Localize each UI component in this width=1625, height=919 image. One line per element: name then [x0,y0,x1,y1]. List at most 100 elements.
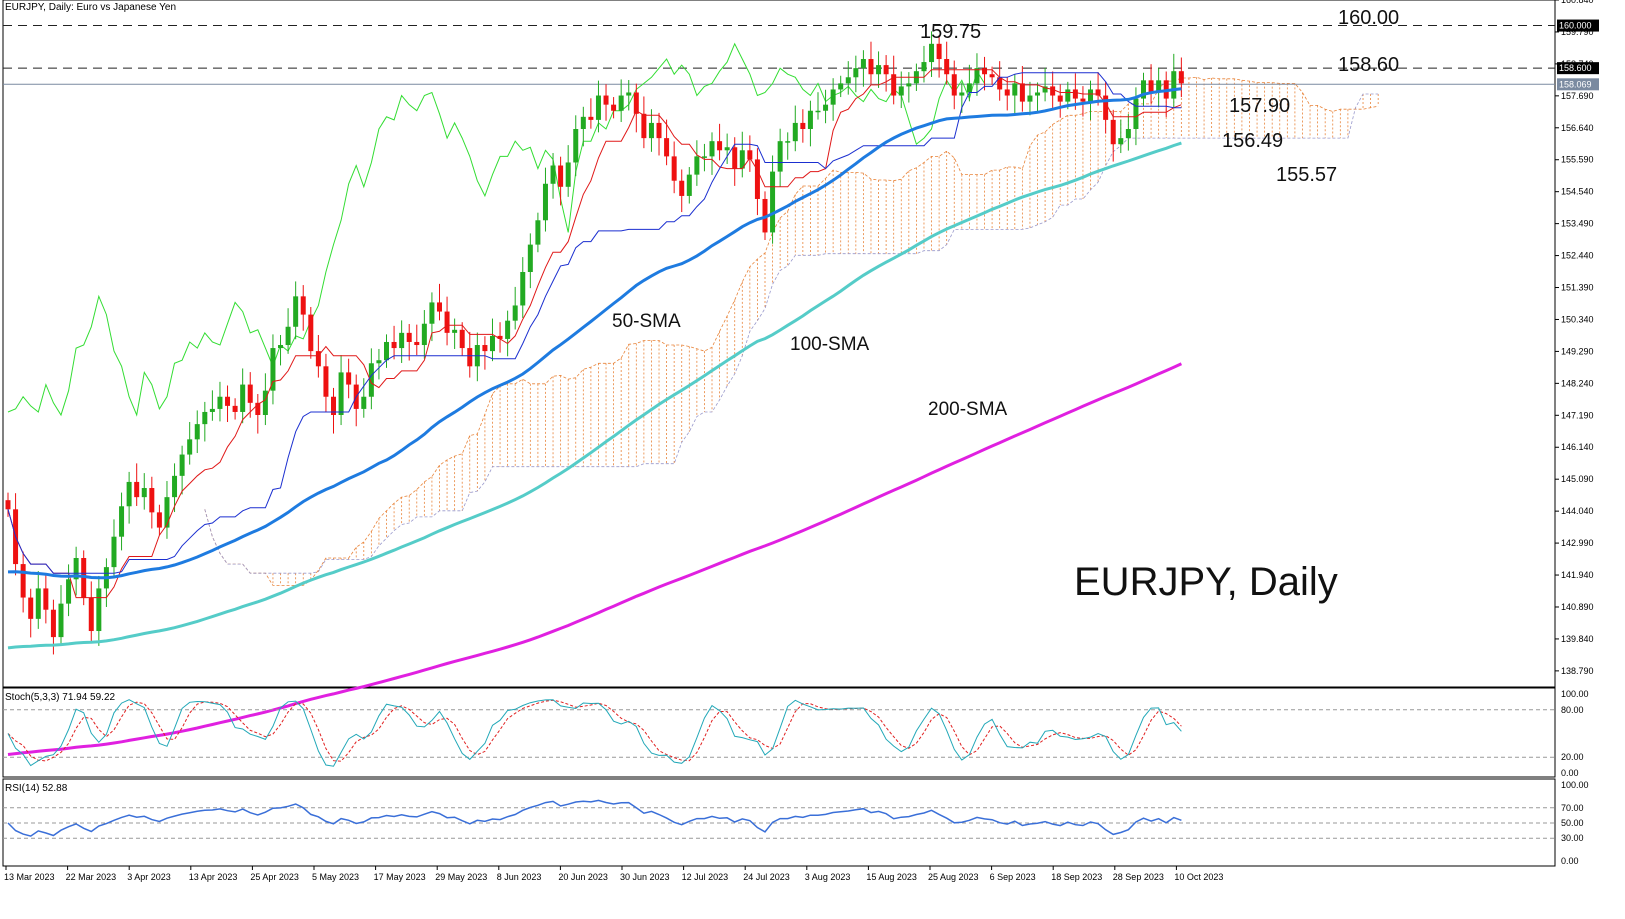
y-tick-label: 150.340 [1561,314,1594,324]
candle-body [270,348,276,391]
candle-body [1148,80,1154,93]
candle-body [96,588,102,632]
candles [5,31,1184,655]
candle-body [1125,129,1131,139]
candle-body [421,323,427,346]
candle-body [1156,80,1162,93]
x-tick-label: 18 Sep 2023 [1051,872,1102,882]
candle-body [891,74,897,96]
candle-body [35,588,41,619]
candle-body [641,113,647,139]
candle-body [149,488,155,513]
candle-body [179,454,185,476]
candle-body [558,165,564,187]
candle-body [1133,98,1139,130]
candle-body [28,597,34,619]
annotation-label: 156.49 [1222,130,1283,152]
x-tick-label: 17 May 2023 [374,872,426,882]
candle-body [527,244,533,273]
x-tick-label: 29 May 2023 [435,872,487,882]
candle-body [399,332,405,349]
candle-body [520,272,526,306]
stoch-tick-label: 20.00 [1561,752,1584,762]
x-tick-label: 3 Aug 2023 [805,872,851,882]
candle-body [838,83,844,90]
stoch-tick-label: 0.00 [1561,768,1579,778]
candle-body [921,62,927,72]
sma200-line [7,362,1183,756]
candle-body [974,68,980,84]
candle-body [951,74,957,96]
sma100-line [7,141,1182,650]
candle-body [807,110,813,130]
price-box-label: 158.600 [1559,63,1592,73]
candle-body [20,564,26,598]
candle-body [126,481,132,507]
y-tick-label: 141.940 [1561,570,1594,580]
x-tick-label: 12 Jul 2023 [682,872,729,882]
candle-body [966,83,972,93]
y-tick-label: 149.290 [1561,346,1594,356]
candle-body [1019,83,1025,102]
candle-body [255,402,261,415]
candle-body [119,506,125,537]
candle-body [1095,89,1101,96]
candle-body [1072,89,1078,99]
level-label-158-60: 158.60 [1338,54,1399,76]
candle-body [247,384,253,403]
candle-body [944,59,950,75]
candle-body [815,110,821,113]
x-tick-label: 30 Jun 2023 [620,872,670,882]
candle-body [505,320,511,339]
candle-body [50,609,56,638]
candle-body [436,302,442,312]
y-tick-label: 160.840 [1561,0,1594,5]
candle-body [989,74,995,78]
candle-body [1042,86,1048,93]
y-tick-label: 151.390 [1561,283,1594,293]
senkou-span-b [204,93,1379,574]
annotation-label: 159.75 [920,21,981,43]
candle-body [346,372,352,385]
candle-body [1118,138,1124,145]
candle-body [361,396,367,409]
candle-body [88,597,94,632]
candle-body [754,159,760,199]
candle-body [883,65,889,75]
x-tick-label: 20 Jun 2023 [558,872,608,882]
candle-body [603,95,609,105]
candle-body [868,59,874,75]
candle-body [5,500,11,510]
chart-header: EURJPY, Daily: Euro vs Japanese Yen [5,2,177,13]
x-tick-label: 22 Mar 2023 [66,872,117,882]
rsi-tick-label: 0.00 [1561,856,1579,866]
candle-body [633,92,639,114]
candle-body [823,104,829,111]
candle-body [66,579,72,604]
candle-body [187,439,193,455]
y-tick-label: 138.790 [1561,666,1594,676]
stoch-title: Stoch(5,3,3) 71.94 59.22 [5,692,116,703]
candle-body [1171,71,1177,99]
candle-body [194,424,200,440]
candle-body [588,116,594,120]
stoch-panel-frame [2,687,1556,778]
y-tick-label: 156.640 [1561,123,1594,133]
x-tick-label: 13 Mar 2023 [4,872,55,882]
candle-body [467,348,473,367]
candle-body [747,150,753,160]
x-tick-label: 25 Aug 2023 [928,872,979,882]
y-tick-label: 139.840 [1561,634,1594,644]
candle-body [959,92,965,96]
senkou-span-a [204,76,1379,586]
rsi-tick-label: 50.00 [1561,818,1584,828]
y-tick-label: 153.490 [1561,219,1594,229]
candle-body [694,156,700,175]
candle-body [535,220,541,245]
candle-body [489,335,495,352]
candle-body [278,345,284,349]
rsi-line [7,799,1182,837]
candle-body [232,405,238,412]
